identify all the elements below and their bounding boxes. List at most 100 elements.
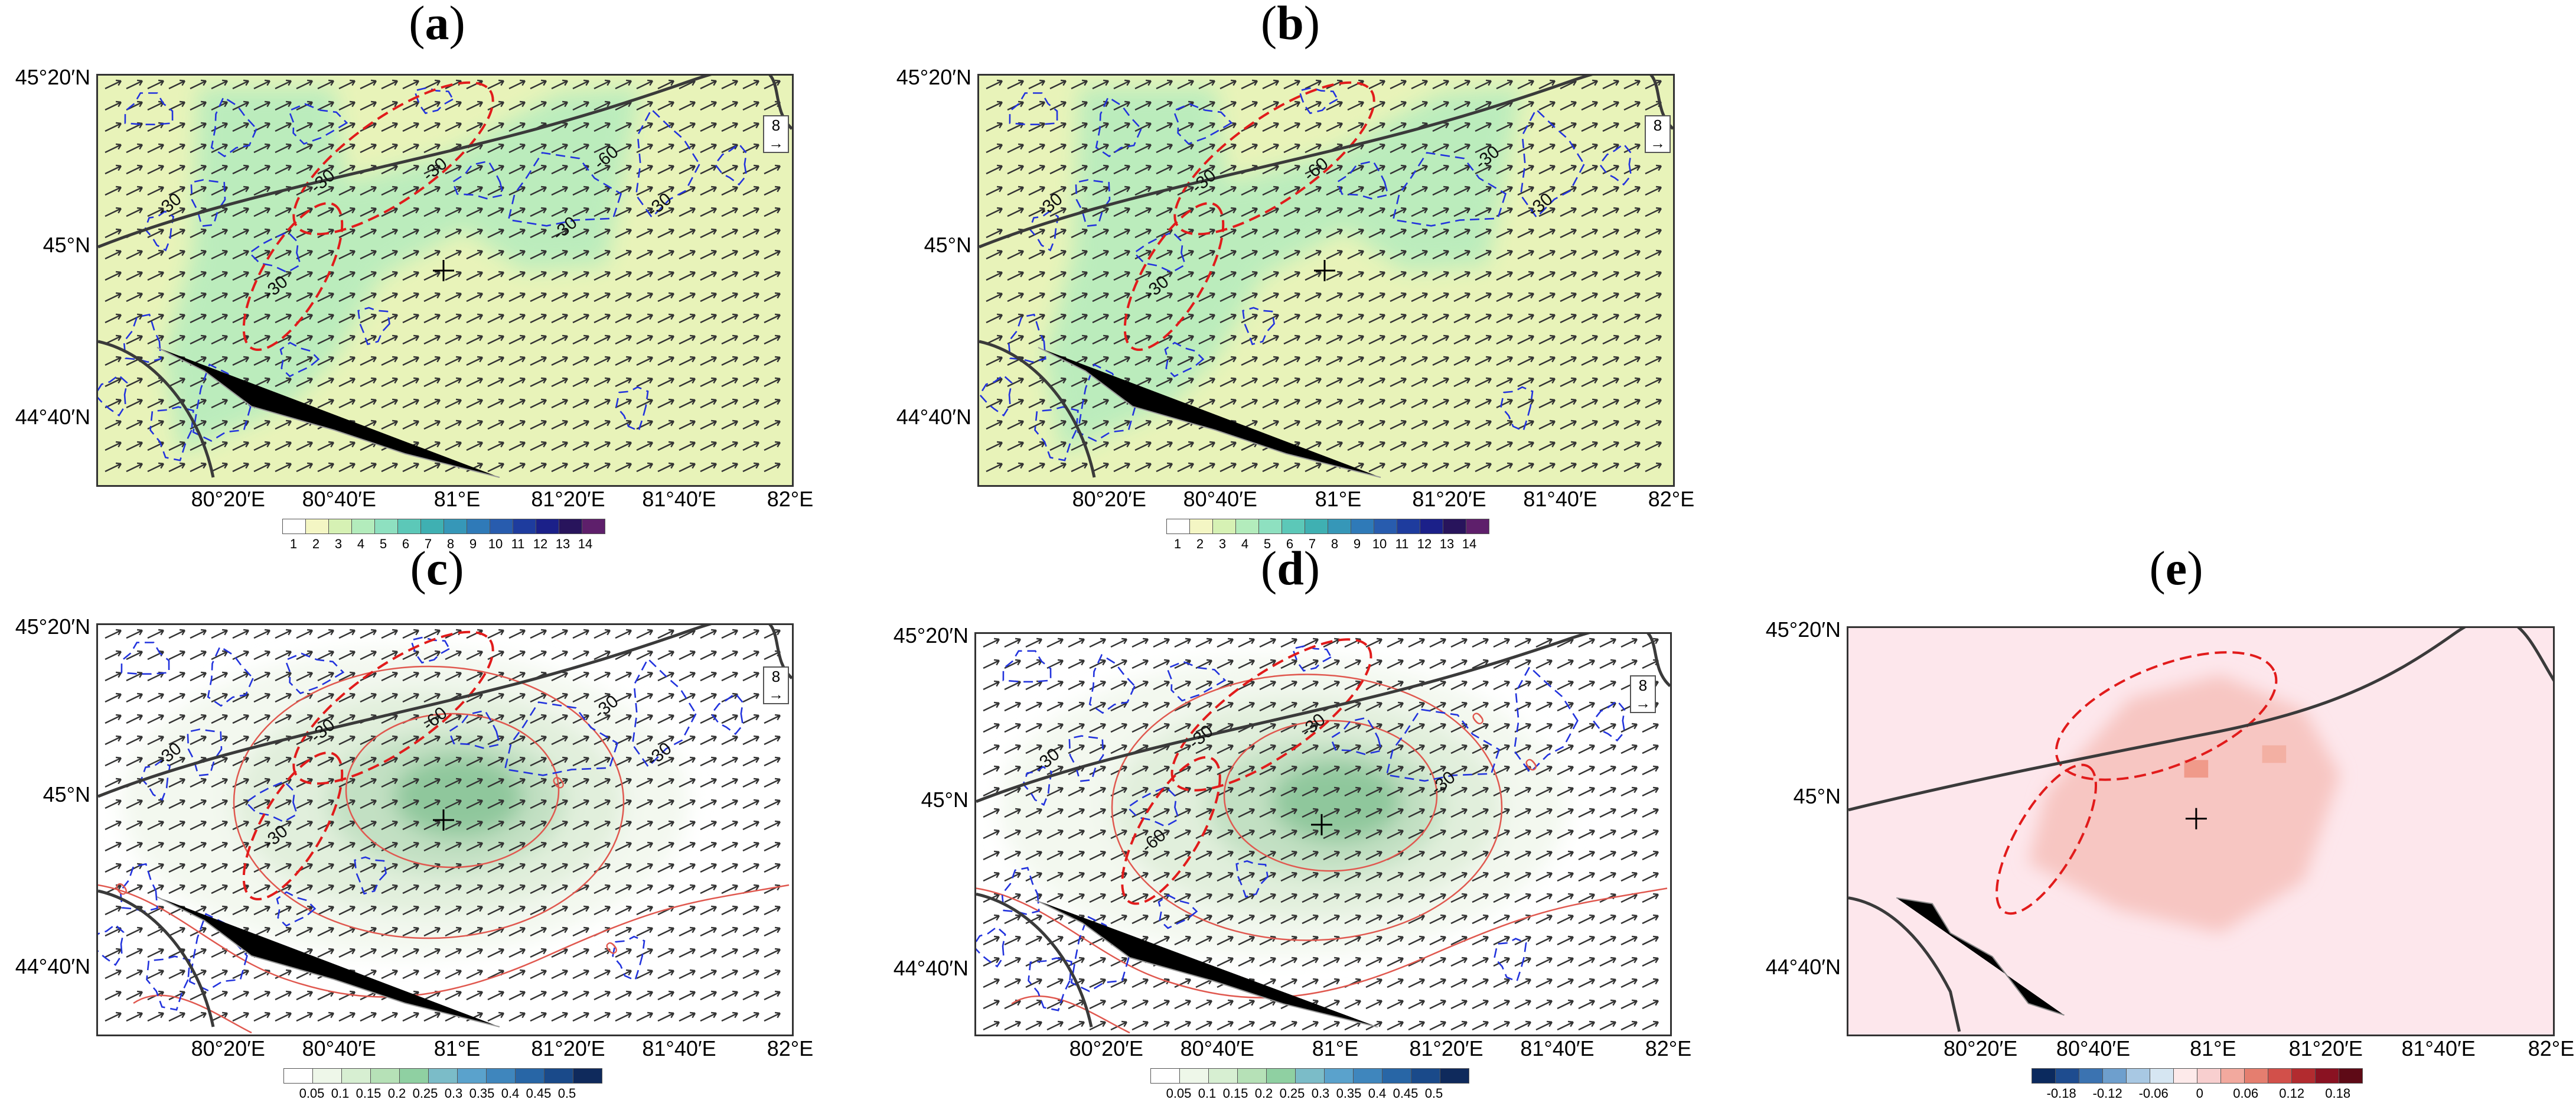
wind-vector [317, 650, 335, 661]
colorbar-label: 0.5 [1424, 1086, 1443, 1101]
wind-vector [657, 100, 675, 111]
wind-vector [487, 249, 505, 260]
wind-vector [700, 905, 718, 916]
wind-vector [1365, 829, 1383, 840]
wind-vector [1475, 79, 1492, 90]
wind-vector [1408, 765, 1426, 776]
colorbar-label: 4 [1241, 536, 1249, 551]
wind-vector [1071, 377, 1088, 388]
wind-vector [317, 100, 335, 111]
colorbar-label: -0.18 [2046, 1086, 2076, 1101]
wind-vector [253, 441, 271, 451]
wind-vector [445, 122, 462, 132]
colorbar-swatch [1374, 519, 1397, 534]
colorbar-swatch [582, 519, 605, 534]
wind-vector [1645, 79, 1662, 90]
wind-vector [1025, 808, 1043, 818]
wind-vector [423, 841, 441, 852]
wind-vector [508, 735, 526, 746]
wind-vector [572, 313, 590, 324]
wind-vector [1174, 871, 1192, 882]
wind-vector [1475, 313, 1492, 324]
wind-vector [105, 122, 122, 132]
wind-vector [742, 820, 760, 831]
wind-vector [275, 122, 292, 132]
wind-vector [466, 778, 484, 788]
wind-vector [296, 334, 314, 345]
wind-vector [679, 377, 696, 388]
wind-vector [1347, 292, 1365, 302]
wind-vector [615, 948, 632, 958]
wind-vector [168, 313, 186, 324]
wind-vector [679, 398, 696, 409]
wind-vector [530, 441, 547, 451]
wind-vector [402, 926, 420, 937]
wind-vector [211, 441, 229, 451]
colorbar-swatch [559, 519, 582, 534]
wind-vector [530, 629, 547, 639]
y-tick-label: 44°40′N [15, 954, 90, 979]
wind-vector [296, 122, 314, 132]
wind-vector [636, 671, 654, 682]
wind-vector [423, 778, 441, 788]
wind-vector [530, 100, 547, 111]
wind-vector [381, 377, 399, 388]
wind-vector [211, 462, 229, 473]
wind-vector [466, 334, 484, 345]
wind-vector [700, 143, 718, 154]
wind-vector [487, 419, 505, 430]
wind-vector [700, 863, 718, 873]
wind-vector [551, 356, 569, 366]
wind-vector [1177, 122, 1195, 132]
wind-vector [296, 377, 314, 388]
wind-vector [1514, 744, 1532, 754]
country-border [98, 76, 792, 249]
wind-vector [636, 271, 654, 281]
wind-vector [381, 863, 399, 873]
wind-vector [1046, 978, 1064, 988]
wind-vector [551, 100, 569, 111]
wind-vector [360, 692, 377, 703]
wind-vector [1280, 957, 1298, 967]
map-svg: -30-30-30-30 -60-30-30 [98, 76, 792, 485]
wind-vector [551, 905, 569, 916]
wind-vector [1387, 829, 1404, 840]
wind-vector [1262, 271, 1280, 281]
wind-vector [1538, 207, 1556, 217]
wind-vector [1578, 829, 1596, 840]
wind-vector [594, 650, 611, 661]
wind-vector [1198, 143, 1216, 154]
wind-vector [1623, 377, 1641, 388]
wind-vector [381, 186, 399, 196]
wind-vector [657, 1011, 675, 1022]
wind-vector [679, 735, 696, 746]
wind-vector [1326, 228, 1344, 239]
wind-vector [296, 271, 314, 281]
borders [98, 76, 792, 478]
wind-vector [1599, 871, 1617, 882]
wind-vector [487, 990, 505, 1001]
wind-vector [381, 799, 399, 809]
wind-vector [1089, 999, 1107, 1010]
wind-vector [1046, 829, 1064, 840]
reference-vector-value: 8 [771, 116, 781, 134]
wind-vector [1493, 957, 1511, 967]
wind-vector [1049, 313, 1067, 324]
wind-vector [636, 334, 654, 345]
wind-vector [168, 756, 186, 767]
wind-vector [986, 419, 1003, 430]
wind-vector [1283, 228, 1301, 239]
wind-vector [1390, 271, 1407, 281]
wind-vector [105, 778, 122, 788]
wind-vector [1599, 744, 1617, 754]
wind-vector [721, 650, 739, 661]
wind-vector [168, 271, 186, 281]
colorbar-swatch [370, 1068, 399, 1084]
wind-vector [1645, 441, 1662, 451]
wind-vector [1620, 744, 1638, 754]
wind-vector [1089, 871, 1107, 882]
wind-vector [1177, 271, 1195, 281]
wind-vector [508, 441, 526, 451]
wind-vector [551, 164, 569, 175]
wind-vector [1283, 334, 1301, 345]
